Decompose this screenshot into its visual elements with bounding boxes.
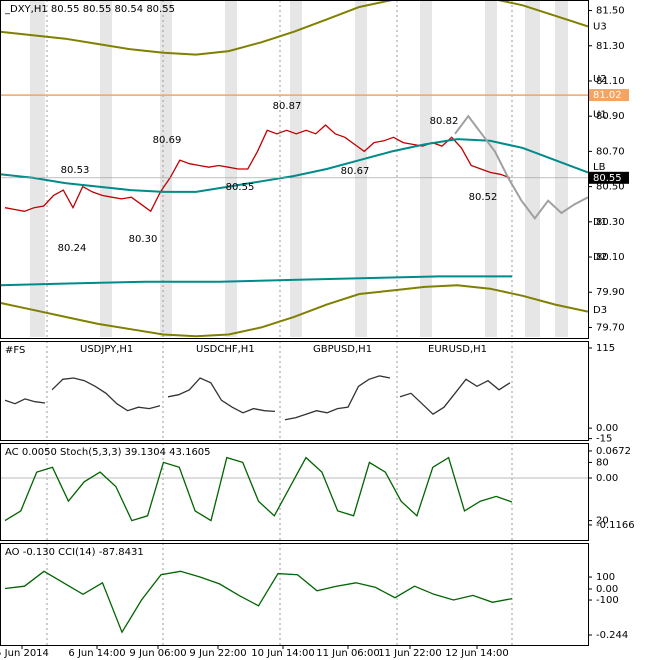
- series-line: [4, 456, 513, 522]
- x-tick-label: 11 Jun 22:00: [378, 648, 442, 659]
- session-stripe: [420, 1, 432, 337]
- series-line: [0, 275, 512, 287]
- session-stripe: [355, 1, 367, 337]
- series-line: [399, 378, 511, 416]
- level-name: U3: [593, 21, 607, 32]
- panel-frame: [0, 443, 589, 541]
- y2-tick-label: 0.0672: [596, 446, 631, 457]
- x-tick-label: 9 Jun 22:00: [189, 648, 246, 659]
- y-tick-label: 115: [596, 343, 615, 354]
- x-tick-label: 10 Jun 14:00: [251, 648, 315, 659]
- price-annotation: 80.53: [61, 165, 90, 176]
- y-tick-label: 80.30: [596, 217, 625, 228]
- level-label: 81.02: [593, 90, 622, 101]
- x-tick-label: 5 Jun 2014: [0, 648, 49, 659]
- series-line: [284, 375, 391, 421]
- last-price-label: 80.55: [593, 173, 622, 184]
- y2-tick-label: -0.244: [596, 630, 628, 641]
- panel-frame: [0, 0, 589, 339]
- level-name: LB: [593, 162, 606, 173]
- last-price-box: [589, 171, 629, 184]
- series-line: [4, 570, 513, 634]
- series-line: [0, 284, 588, 338]
- level-name: D1: [593, 217, 607, 228]
- y-tick-label: 0.00: [596, 423, 618, 434]
- series-name: EURUSD,H1: [428, 344, 487, 355]
- series-line: [0, 0, 588, 56]
- session-stripe: [525, 1, 540, 337]
- session-stripe: [160, 1, 172, 337]
- price-annotation: 80.87: [273, 101, 302, 112]
- y2-tick-label: -0.1166: [596, 520, 635, 531]
- price-annotation: 80.82: [430, 116, 459, 127]
- session-stripe: [225, 1, 237, 337]
- price-annotation: 80.67: [341, 166, 370, 177]
- price-annotation: 80.69: [153, 135, 182, 146]
- level-box: [589, 89, 629, 102]
- y-tick-label: 20: [596, 516, 609, 527]
- level-name: U2: [593, 74, 607, 85]
- y-tick-label: -15: [596, 434, 612, 445]
- session-stripe: [290, 1, 302, 337]
- panel-title: AO -0.130 CCI(14) -87.8431: [5, 547, 144, 558]
- y-tick-label: 80.70: [596, 146, 625, 157]
- level-name: D3: [593, 305, 607, 316]
- y-tick-label: 80: [596, 457, 609, 468]
- session-stripe: [30, 1, 45, 337]
- panel-frame: [0, 341, 589, 441]
- x-tick-label: 9 Jun 06:00: [129, 648, 186, 659]
- y2-tick-label: 0.00: [596, 473, 618, 484]
- series-line: [51, 377, 161, 412]
- series-line: [0, 138, 588, 193]
- y-tick-label: 79.90: [596, 287, 625, 298]
- y-tick-label: 80.50: [596, 182, 625, 193]
- series-line: [4, 398, 46, 405]
- price-annotation: 80.30: [129, 234, 158, 245]
- y-tick-label: 81.50: [596, 6, 625, 17]
- level-name: D2: [593, 252, 607, 263]
- panel-title: _DXY,H1 80.55 80.55 80.54 80.55: [4, 4, 175, 15]
- price-annotation: 80.52: [469, 192, 498, 203]
- panel-frame: [0, 543, 589, 646]
- series-line: [454, 114, 588, 220]
- series-name: USDCHF,H1: [196, 344, 255, 355]
- y-tick-label: 79.70: [596, 322, 625, 333]
- x-tick-label: 6 Jun 14:00: [68, 648, 125, 659]
- x-tick-label: 11 Jun 06:00: [316, 648, 380, 659]
- session-stripe: [555, 1, 568, 337]
- series-name: USDJPY,H1: [80, 344, 133, 355]
- price-annotation: 80.24: [58, 243, 87, 254]
- panel-title: #FS: [5, 345, 25, 356]
- level-name: U1: [593, 109, 607, 120]
- session-stripe: [100, 1, 112, 337]
- price-annotation: 80.55: [226, 182, 255, 193]
- y-tick-label: 80.90: [596, 111, 625, 122]
- y-tick-label: 81.10: [596, 76, 625, 87]
- y-tick-label: 80.10: [596, 252, 625, 263]
- series-name: GBPUSD,H1: [313, 344, 372, 355]
- panel-title: AC 0.0050 Stoch(5,3,3) 39.1304 43.1605: [5, 447, 211, 458]
- y2-tick-label: 0.00: [596, 584, 618, 595]
- series-line: [167, 377, 276, 414]
- session-stripe: [485, 1, 497, 337]
- x-tick-label: 12 Jun 14:00: [445, 648, 509, 659]
- y-tick-label: 100: [596, 572, 615, 583]
- y-tick-label: -100: [596, 595, 619, 606]
- y-tick-label: 81.30: [596, 41, 625, 52]
